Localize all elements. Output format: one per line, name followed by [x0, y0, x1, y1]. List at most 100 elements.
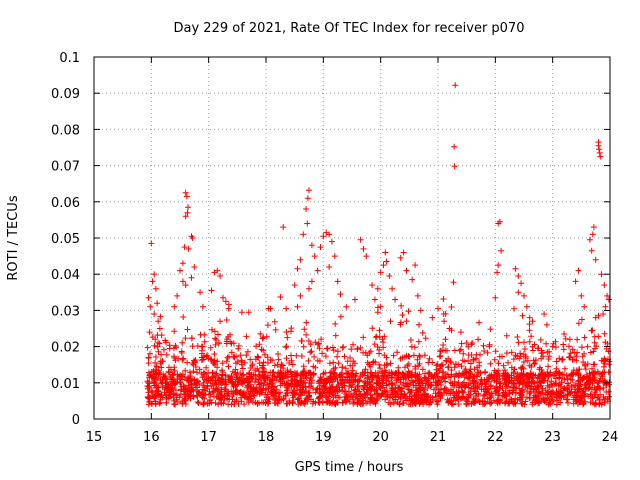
background-point [330, 359, 337, 366]
background-point [332, 320, 339, 327]
background-point [529, 343, 536, 350]
data-point [521, 292, 527, 299]
background-point [490, 397, 497, 404]
background-point [189, 335, 195, 342]
background-point [244, 348, 251, 355]
background-point [443, 371, 449, 377]
background-point [487, 373, 494, 380]
data-point [185, 204, 191, 211]
background-point [576, 372, 582, 379]
background-point [334, 384, 341, 391]
background-point [467, 360, 474, 367]
background-point [474, 364, 481, 371]
background-point [448, 371, 455, 378]
background-point [293, 352, 300, 359]
chart-title: Day 229 of 2021, Rate Of TEC Index for r… [174, 21, 525, 36]
background-point [299, 386, 306, 393]
background-point [413, 382, 420, 389]
background-point [435, 373, 442, 380]
data-point [572, 278, 579, 285]
background-point [256, 341, 263, 348]
background-point [170, 391, 177, 398]
data-point [374, 309, 381, 316]
y-tick-label: 0.09 [51, 87, 80, 102]
background-point [557, 371, 563, 378]
background-point [501, 367, 508, 374]
background-point [448, 304, 455, 310]
background-point [245, 388, 252, 395]
background-point [298, 337, 305, 344]
data-point [581, 303, 588, 310]
background-point [605, 369, 612, 376]
background-point [172, 342, 179, 349]
background-point [461, 358, 468, 365]
data-point [586, 236, 593, 243]
background-point [154, 343, 161, 350]
x-tick-label: 19 [315, 430, 332, 445]
background-point [368, 370, 375, 376]
background-point [184, 326, 191, 333]
data-point [181, 244, 188, 251]
background-point [471, 378, 478, 385]
background-point [182, 335, 189, 342]
background-point [593, 343, 600, 350]
background-point [590, 361, 597, 368]
data-point [457, 329, 464, 336]
background-point [402, 380, 409, 386]
data-point [435, 305, 441, 312]
background-point [470, 399, 477, 406]
background-point [538, 355, 545, 362]
data-point [152, 285, 159, 292]
background-point [593, 400, 599, 407]
y-tick-label: 0 [72, 413, 80, 428]
data-point [597, 153, 604, 160]
background-point [561, 376, 568, 383]
y-tick-label: 0.03 [51, 304, 80, 319]
background-point [596, 401, 603, 408]
background-point [590, 348, 597, 355]
background-point [167, 373, 174, 380]
background-point [526, 327, 533, 334]
data-point [463, 340, 470, 346]
background-point [179, 400, 186, 407]
background-point [204, 352, 211, 359]
background-point [350, 341, 356, 348]
background-point [288, 352, 294, 359]
background-point [349, 362, 356, 369]
background-point [600, 363, 607, 370]
background-point [571, 356, 577, 363]
background-point [321, 386, 327, 393]
background-point [487, 326, 494, 333]
background-point [322, 369, 329, 376]
background-point [603, 389, 610, 395]
background-point [540, 396, 547, 403]
background-point [505, 400, 511, 407]
background-point [580, 374, 586, 381]
data-point [380, 262, 387, 269]
background-point [326, 360, 333, 367]
background-point [594, 379, 601, 386]
background-point [379, 370, 386, 377]
data-point [148, 240, 155, 247]
background-point [211, 328, 218, 335]
background-point [263, 333, 270, 340]
background-point [248, 391, 254, 398]
background-point [528, 380, 535, 387]
background-point [225, 363, 232, 370]
background-point [194, 399, 201, 405]
background-point [182, 401, 189, 407]
background-point [367, 392, 374, 399]
background-point [264, 381, 271, 388]
y-tick-label: 0.06 [51, 196, 80, 211]
background-point [356, 398, 363, 405]
background-point [301, 326, 308, 333]
background-point [289, 373, 296, 380]
background-point [380, 339, 387, 346]
background-point [283, 400, 290, 407]
background-point [422, 370, 428, 377]
background-point [346, 379, 352, 386]
x-tick-label: 20 [372, 430, 389, 445]
background-point [210, 360, 217, 367]
background-point [418, 399, 424, 406]
background-point [428, 382, 435, 389]
